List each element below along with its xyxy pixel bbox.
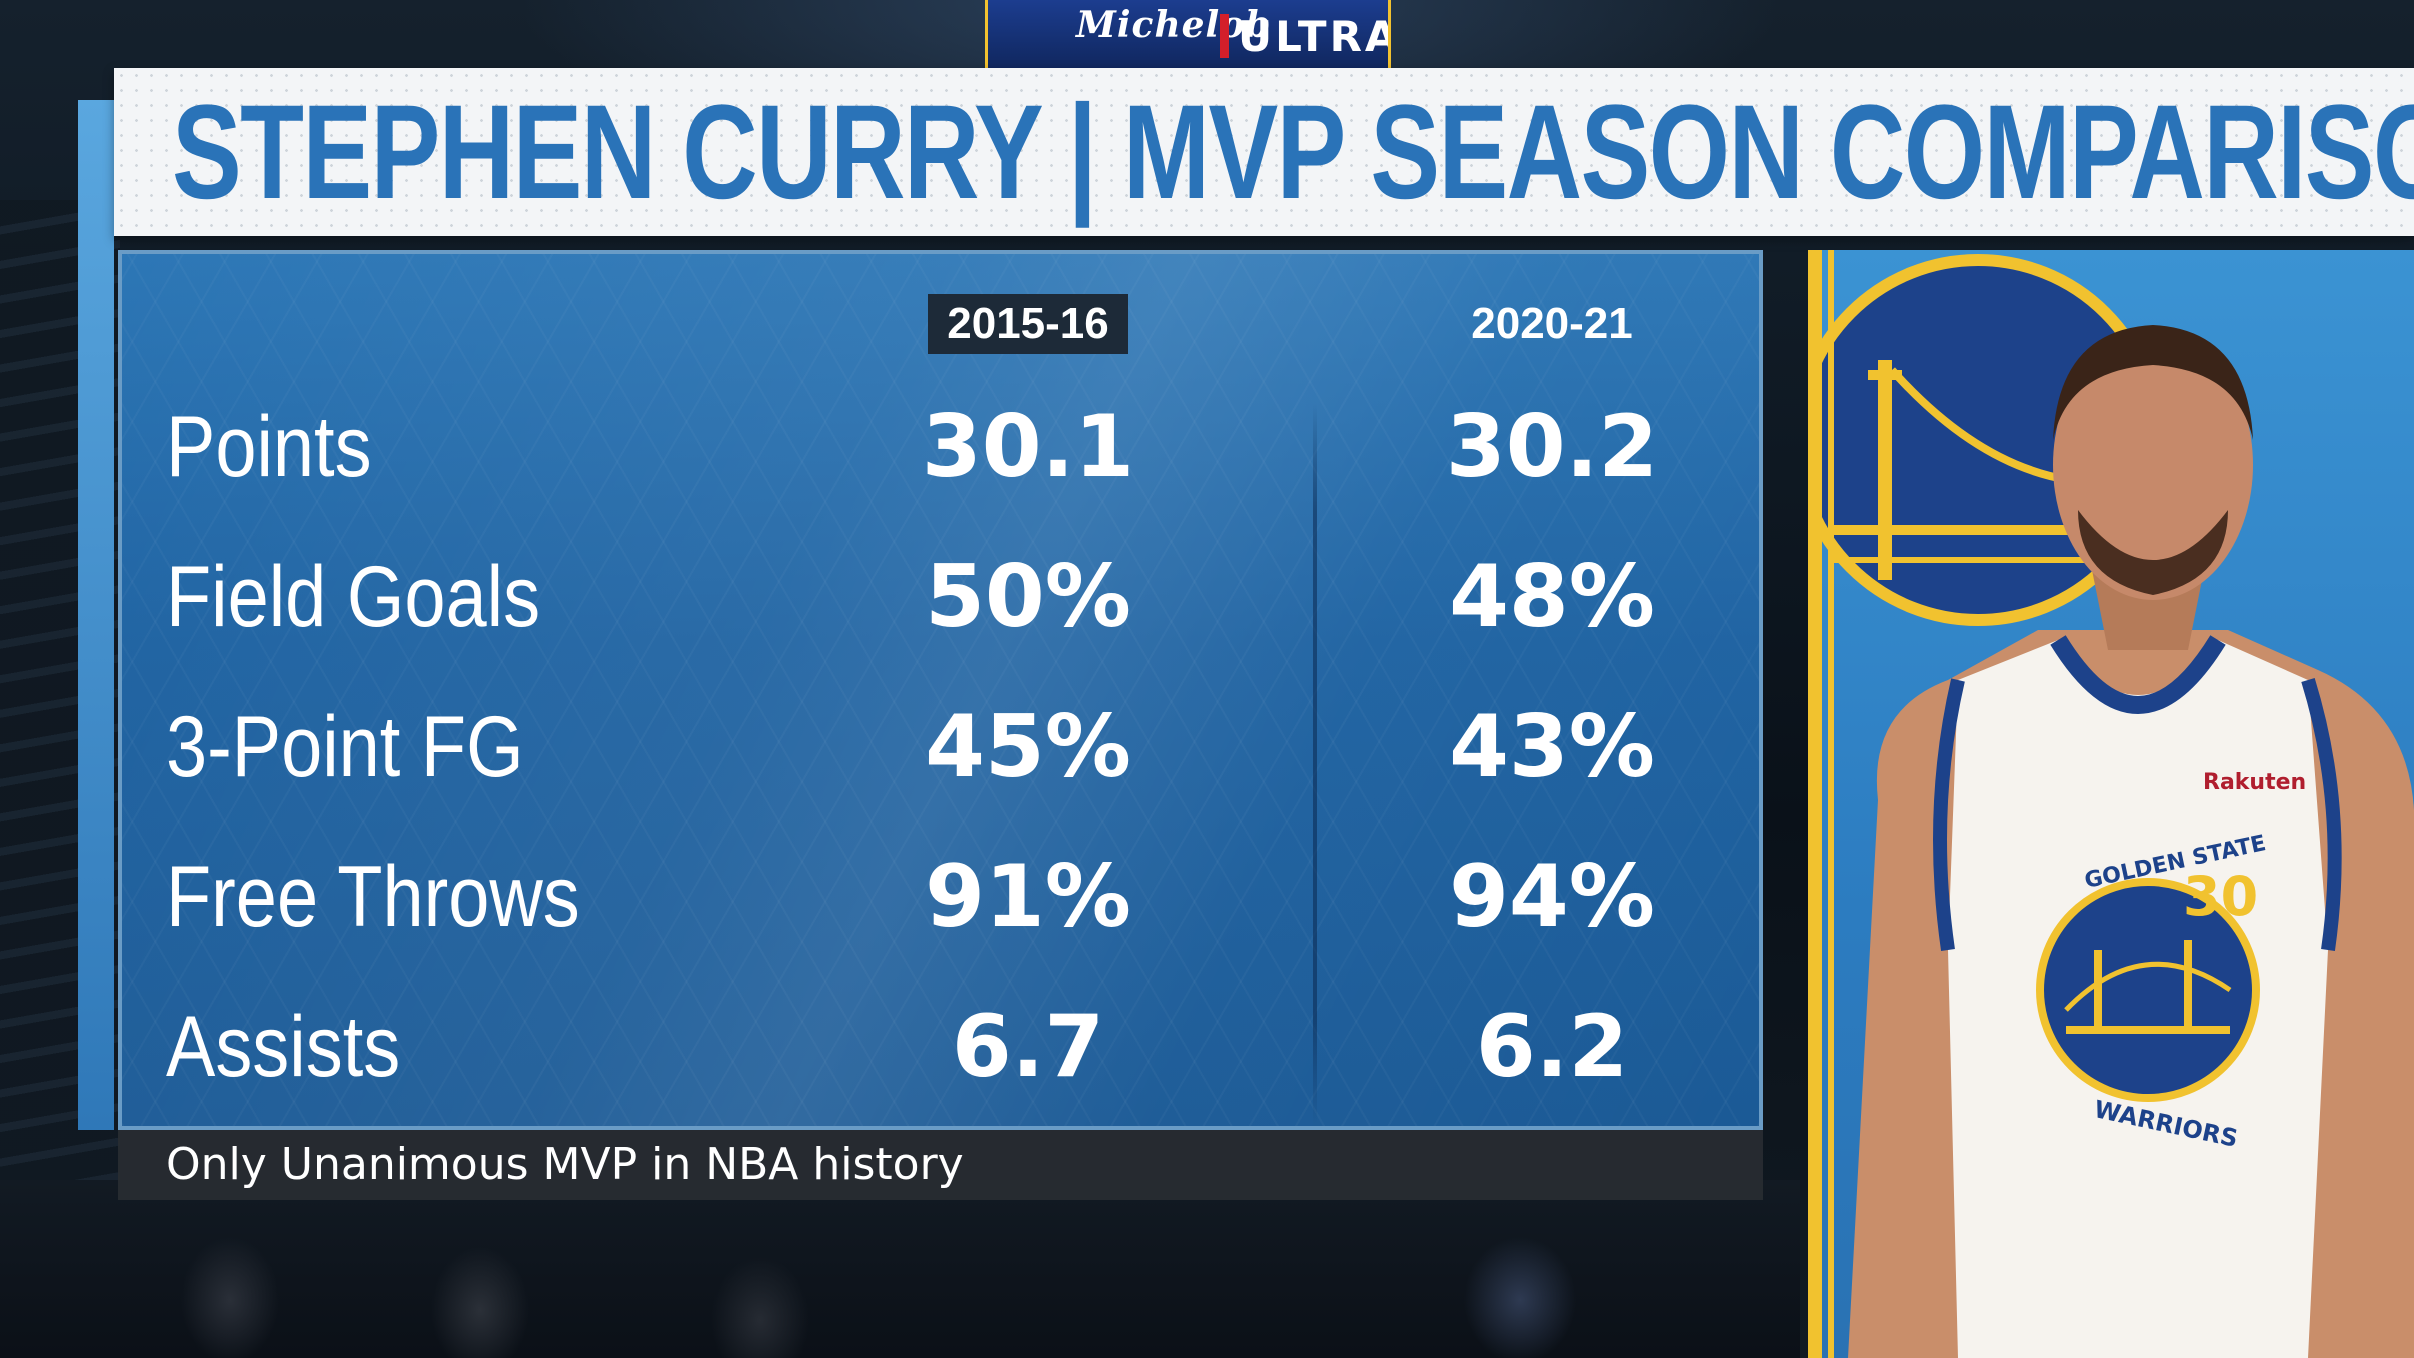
- player-figure: [1848, 325, 2414, 1358]
- stat-label: Assists: [166, 999, 401, 1095]
- stat-value-2020-21: 6.2: [1475, 997, 1629, 1097]
- stat-value-2020-21: 43%: [1449, 697, 1655, 797]
- scoreboard-divider: [1220, 14, 1229, 58]
- player-photo: [1808, 254, 2414, 1358]
- title-header: STEPHEN CURRY | MVP SEASON COMPARISON: [114, 68, 2414, 236]
- column-divider: [1313, 404, 1317, 1124]
- stat-value-2020-21: 48%: [1449, 547, 1655, 647]
- scoreboard-brand: Michelob: [1076, 4, 1272, 46]
- season-header-2015-16: 2015-16: [928, 294, 1128, 354]
- stat-value-2015-16: 6.7: [951, 997, 1105, 1097]
- stat-row-points: Points 30.1 30.2: [122, 372, 1767, 522]
- stat-row-field-goals: Field Goals 50% 48%: [122, 522, 1767, 672]
- arena-scoreboard: Michelob ULTRA: [985, 0, 1391, 72]
- stat-row-assists: Assists 6.7 6.2: [122, 972, 1767, 1122]
- stat-label: Points: [166, 399, 372, 495]
- stat-label: 3-Point FG: [166, 699, 524, 795]
- page-title: STEPHEN CURRY | MVP SEASON COMPARISON: [172, 78, 2414, 227]
- stat-value-2020-21: 94%: [1449, 847, 1655, 947]
- note-text: Only Unanimous MVP in NBA history: [166, 1139, 964, 1190]
- stats-panel: 2015-16 2020-21 Points 30.1 30.2 Field G…: [118, 250, 1763, 1130]
- stat-label: Free Throws: [166, 849, 580, 945]
- stat-value-2015-16: 50%: [925, 547, 1131, 647]
- player-panel-gold-stripe-thin: [1828, 250, 1834, 1358]
- header-accent-bar: [78, 100, 114, 1130]
- player-photo-panel: Rakuten GOLDEN STATE 30 WARRIORS: [1808, 250, 2414, 1358]
- stat-value-2015-16: 30.1: [921, 397, 1135, 497]
- stat-value-2015-16: 91%: [925, 847, 1131, 947]
- player-panel-gold-stripe: [1808, 250, 1822, 1358]
- stat-row-free-throws: Free Throws 91% 94%: [122, 822, 1767, 972]
- jersey-number: 30: [2183, 865, 2259, 928]
- scoreboard-brand-suffix: ULTRA: [1238, 12, 1391, 61]
- stat-value-2020-21: 30.2: [1445, 397, 1659, 497]
- stat-label: Field Goals: [166, 549, 541, 645]
- crowd-background: [0, 1180, 1800, 1358]
- jersey-sponsor: Rakuten: [2203, 770, 2307, 795]
- stat-row-3-point-fg: 3-Point FG 45% 43%: [122, 672, 1767, 822]
- stat-value-2015-16: 45%: [925, 697, 1131, 797]
- note-bar: Only Unanimous MVP in NBA history: [118, 1130, 1763, 1200]
- season-header-2020-21: 2020-21: [1471, 299, 1633, 348]
